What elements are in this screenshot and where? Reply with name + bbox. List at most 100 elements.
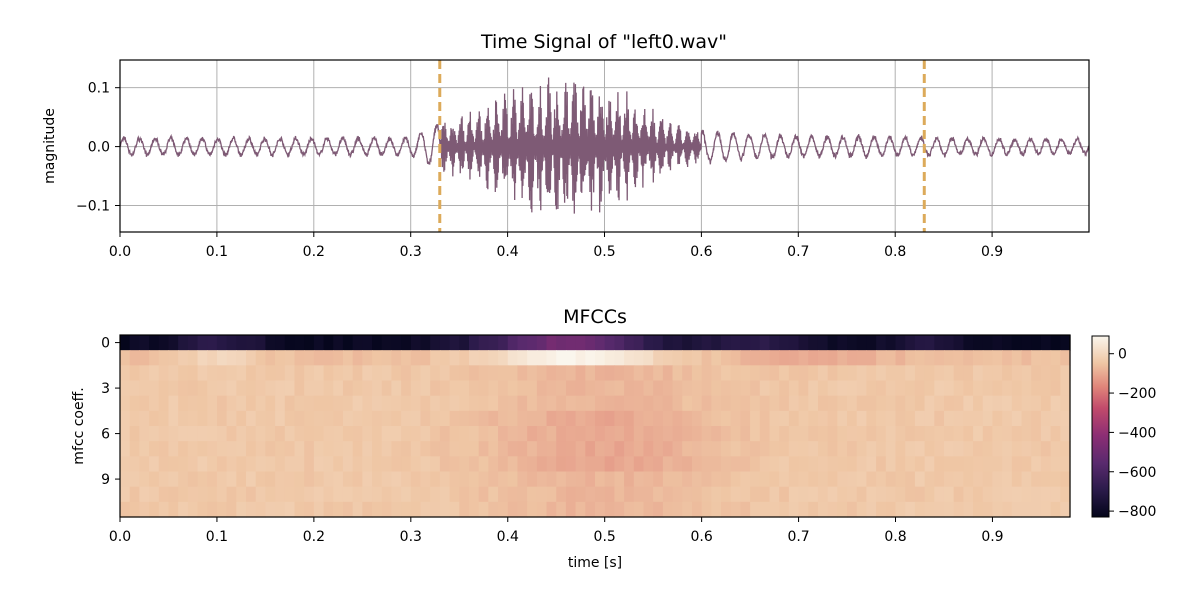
mfcc-cell [1031, 456, 1042, 473]
mfcc-cell [517, 426, 528, 442]
mfcc-colorbar [1092, 336, 1109, 517]
time-signal-markers [438, 60, 926, 232]
mfcc-cell [216, 456, 228, 473]
mfcc-cell [449, 456, 460, 473]
mfcc-cell [1040, 441, 1052, 457]
mfcc-cell [759, 426, 771, 442]
mfcc-cell [595, 501, 606, 518]
mfcc-cell [275, 426, 286, 442]
mfcc-cell [313, 350, 325, 366]
mfcc-cell [876, 410, 887, 427]
mfcc-cell [662, 395, 674, 412]
mfcc-cell [391, 335, 402, 351]
mfcc-cell [817, 441, 829, 457]
mfcc-cell [1060, 501, 1071, 518]
mfcc-cell [672, 501, 683, 518]
mfcc-cell [721, 486, 732, 503]
mfcc-cell [905, 395, 916, 412]
mfcc-cell [885, 471, 897, 488]
mfcc-cell [827, 410, 838, 427]
mfcc-cell [139, 501, 150, 518]
mfcc-cell [1050, 365, 1061, 382]
mfcc-cell [381, 426, 393, 442]
mfcc-cell [614, 410, 625, 427]
x-tick-label: 0.8 [884, 244, 906, 260]
mfcc-cell [691, 441, 703, 457]
mfcc-cell [420, 501, 431, 518]
mfcc-cell [468, 456, 480, 473]
mfcc-cell [1060, 486, 1071, 503]
mfcc-cell [236, 380, 247, 397]
y-tick-label: 6 [101, 427, 110, 443]
mfcc-cell [313, 395, 325, 412]
mfcc-cell [527, 350, 538, 366]
mfcc-cell [624, 395, 635, 412]
mfcc-cell [595, 410, 606, 427]
mfcc-cell [740, 486, 751, 503]
mfcc-cell [808, 501, 819, 518]
mfcc-cell [653, 501, 664, 518]
mfcc-cell [284, 486, 296, 503]
y-tick-label: 0.1 [88, 81, 110, 97]
mfcc-cell [207, 395, 218, 412]
mfcc-cell [536, 501, 548, 518]
mfcc-cell [546, 471, 557, 488]
mfcc-cell [934, 350, 945, 366]
mfcc-cell [362, 456, 373, 473]
mfcc-cell [672, 471, 683, 488]
mfcc-cell [372, 486, 383, 503]
mfcc-cell [410, 426, 422, 442]
mfcc-cell [624, 350, 635, 366]
mfcc-cell [1031, 335, 1042, 351]
mfcc-cell [352, 471, 363, 488]
mfcc-cell [953, 395, 964, 412]
mfcc-cell [391, 350, 402, 366]
mfcc-cell [808, 350, 819, 366]
mfcc-cell [866, 456, 877, 473]
mfcc-cell [847, 410, 858, 427]
mfcc-cell [808, 395, 819, 412]
mfcc-cell [817, 456, 829, 473]
mfcc-cell [691, 335, 703, 351]
mfcc-cell [498, 426, 509, 442]
mfcc-cell [934, 456, 945, 473]
mfcc-cell [391, 501, 402, 518]
mfcc-cell [827, 350, 838, 366]
mfcc-cell [216, 501, 228, 518]
mfcc-cell [711, 395, 722, 412]
mfcc-cell [294, 410, 305, 427]
mfcc-cell [662, 501, 674, 518]
mfcc-cell [750, 365, 761, 382]
mfcc-cell [808, 380, 819, 397]
mfcc-cell [158, 335, 170, 351]
mfcc-cell [498, 395, 509, 412]
mfcc-cell [265, 426, 276, 442]
mfcc-cell [565, 426, 577, 442]
mfcc-cell [207, 426, 218, 442]
mfcc-cell [304, 426, 315, 442]
mfcc-cell [876, 335, 887, 351]
mfcc-cell [216, 471, 228, 488]
mfcc-cell [129, 441, 140, 457]
mfcc-cell [410, 486, 422, 503]
mfcc-cell [420, 410, 431, 427]
x-tick-label: 0.6 [690, 244, 712, 260]
mfcc-cell [604, 380, 615, 397]
mfcc-cell [914, 410, 926, 427]
mfcc-cell [982, 441, 994, 457]
mfcc-cell [740, 471, 751, 488]
mfcc-cell [798, 380, 809, 397]
time-signal-waveform [119, 77, 1090, 214]
mfcc-cell [856, 441, 868, 457]
mfcc-cell [779, 426, 790, 442]
mfcc-cell [120, 395, 131, 412]
mfcc-cell [943, 410, 955, 427]
mfcc-cell [420, 486, 431, 503]
mfcc-cell [139, 395, 150, 412]
mfcc-cell [352, 456, 363, 473]
mfcc-cell [779, 486, 790, 503]
mfcc-cell [721, 471, 732, 488]
mfcc-cell [430, 410, 441, 427]
mfcc-cell [817, 471, 829, 488]
mfcc-cell [381, 380, 393, 397]
